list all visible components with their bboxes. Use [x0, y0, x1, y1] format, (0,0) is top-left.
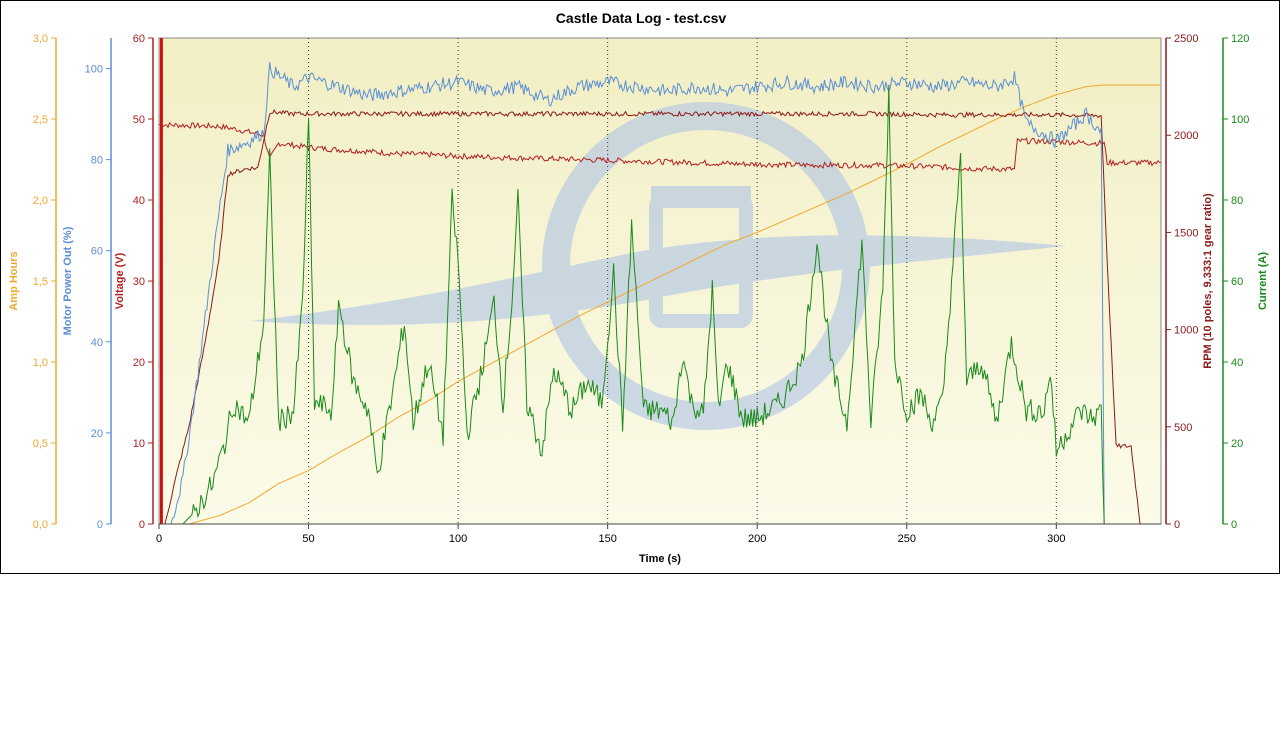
amp-hours-tick-label: 0,5: [33, 438, 48, 450]
series-line-current-a: [159, 84, 1161, 525]
chart-frame: Castle Data Log - test.csv 0 50 100 150 200 2…: [0, 0, 1280, 574]
power-tick-label: 20: [91, 428, 103, 440]
amp-hours-tick-label: 2,5: [33, 114, 48, 126]
amp-hours-tick-label: 0,0: [33, 519, 48, 531]
current-tick-label: 0: [1231, 519, 1237, 531]
x-tick-label: 300: [1047, 533, 1065, 545]
current-tick-label: 120: [1231, 33, 1249, 45]
x-axis-title: Time (s): [639, 553, 681, 565]
rpm-tick-label: 2000: [1174, 130, 1198, 142]
current-tick-label: 60: [1231, 276, 1243, 288]
current-axis-title: Current (A): [1257, 252, 1269, 310]
series-line-motor-power-out: [159, 62, 1161, 525]
voltage-tick-label: 10: [133, 438, 145, 450]
current-tick-label: 40: [1231, 357, 1243, 369]
amp-hours-tick-label: 1,5: [33, 276, 48, 288]
power-axis-title: Motor Power Out (%): [62, 226, 74, 335]
voltage-tick-label: 50: [133, 114, 145, 126]
amp-hours-tick-label: 2,0: [33, 195, 48, 207]
voltage-tick-label: 20: [133, 357, 145, 369]
current-tick-label: 100: [1231, 114, 1249, 126]
x-tick-label: 200: [748, 533, 766, 545]
voltage-axis-title: Voltage (V): [114, 252, 126, 309]
series-line-voltage-v: [158, 121, 1162, 173]
series-lines: [158, 38, 1162, 525]
x-tick-label: 50: [302, 533, 314, 545]
power-tick-label: 80: [91, 155, 103, 167]
current-tick-label: 20: [1231, 438, 1243, 450]
current-tick-label: 80: [1231, 195, 1243, 207]
voltage-tick-label: 30: [133, 276, 145, 288]
series-line-rpm: [159, 109, 1161, 525]
castle-logo-watermark: [251, 102, 1066, 430]
power-tick-label: 0: [97, 519, 103, 531]
amp-hours-axis-title: Amp Hours: [8, 251, 20, 310]
voltage-tick-label: 40: [133, 195, 145, 207]
amp-hours-tick-label: 3,0: [33, 33, 48, 45]
rpm-axis-title: RPM (10 poles, 9.333:1 gear ratio): [1202, 193, 1214, 369]
x-tick-label: 150: [598, 533, 616, 545]
power-tick-label: 100: [85, 64, 103, 76]
x-tick-label: 0: [156, 533, 162, 545]
rpm-tick-label: 2500: [1174, 33, 1198, 45]
x-tick-label: 100: [449, 533, 467, 545]
rpm-tick-label: 0: [1174, 519, 1180, 531]
chart-title: Castle Data Log - test.csv: [556, 10, 727, 26]
x-tick-label: 250: [898, 533, 916, 545]
voltage-tick-label: 60: [133, 33, 145, 45]
power-tick-label: 40: [91, 337, 103, 349]
amp-hours-tick-label: 1,0: [33, 357, 48, 369]
voltage-tick-label: 0: [139, 519, 145, 531]
axes: 0 50 100 150 200 250 3000,00,51,01,52,02,53,0A…: [8, 33, 1269, 545]
rpm-tick-label: 500: [1174, 422, 1192, 434]
chart-svg: Castle Data Log - test.csv 0 50 100 150 200 2…: [8, 10, 1269, 565]
power-tick-label: 60: [91, 246, 103, 258]
rpm-tick-label: 1500: [1174, 227, 1198, 239]
rpm-tick-label: 1000: [1174, 325, 1198, 337]
series-line-amp-hours: [159, 84, 1161, 525]
